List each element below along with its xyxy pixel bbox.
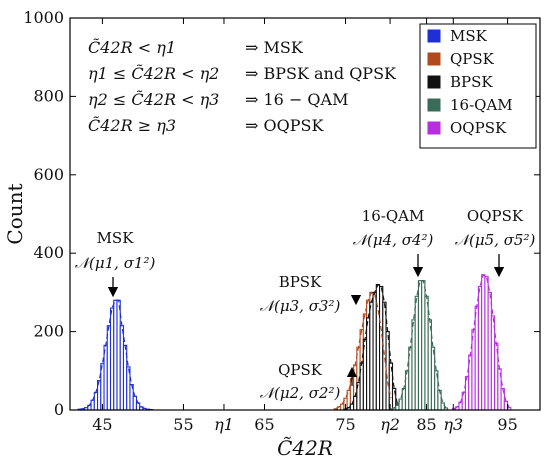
rule-result: ⇒ MSK xyxy=(245,38,304,57)
rule-condition: η1 ≤ C̃42R < η2 xyxy=(88,64,219,83)
fitted-curve xyxy=(453,273,510,410)
y-axis-label: Count xyxy=(3,183,27,244)
rule-condition: C̃42R < η1 xyxy=(88,38,176,57)
legend-label: 16-QAM xyxy=(450,96,513,114)
y-tick-label: 0 xyxy=(54,400,64,419)
legend: MSK QPSK BPSK 16-QAM OQPSK xyxy=(419,23,537,149)
axes-frame xyxy=(69,17,541,411)
rule-condition: η2 ≤ C̃42R < η3 xyxy=(88,90,219,109)
rule-result: ⇒ 16 − QAM xyxy=(245,90,348,109)
annotation-distribution: 𝒩(μ1, σ1²) xyxy=(75,254,156,272)
legend-label: OQPSK xyxy=(450,119,507,137)
x-tick-label: 65 xyxy=(254,415,274,434)
x-tick-label: 45 xyxy=(92,415,112,434)
annotation-name: BPSK xyxy=(279,273,322,291)
x-tick-label: 95 xyxy=(497,415,517,434)
x-tick-label: 85 xyxy=(416,415,436,434)
x-tick-label: η2 xyxy=(380,415,400,434)
x-axis-label: C̃42R xyxy=(277,436,333,460)
legend-swatch xyxy=(427,121,441,135)
annotation-name: MSK xyxy=(97,229,135,247)
legend-swatch xyxy=(427,29,441,43)
x-tick-label: 75 xyxy=(335,415,355,434)
legend-swatch xyxy=(427,98,441,112)
y-tick-label: 600 xyxy=(33,165,64,184)
legend-label: BPSK xyxy=(450,73,493,91)
y-tick-label: 800 xyxy=(33,86,64,105)
annotations: MSK 𝒩(μ1, σ1²) QPSK 𝒩(μ2, σ2²) BPSK 𝒩(μ3, σ3²… xyxy=(75,207,536,402)
annotation-name: QPSK xyxy=(278,361,323,379)
y-tick-label: 1000 xyxy=(23,8,64,27)
x-tick-label: η1 xyxy=(214,415,234,434)
x-tick-label: 55 xyxy=(173,415,193,434)
y-tick-label: 200 xyxy=(33,322,64,341)
x-tick-label: η3 xyxy=(443,415,463,434)
annotation-distribution: 𝒩(μ3, σ3²) xyxy=(260,297,341,315)
rule-result: ⇒ OQPSK xyxy=(245,116,324,135)
rule-result: ⇒ BPSK and QPSK xyxy=(245,64,397,83)
annotation-distribution: 𝒩(μ2, σ2²) xyxy=(260,384,341,402)
annotation-distribution: 𝒩(μ5, σ5²) xyxy=(455,231,536,249)
decision-rules: C̃42R < η1 ⇒ MSK η1 ≤ C̃42R < η2 ⇒ BPSK and… xyxy=(88,38,397,135)
annotation-distribution: 𝒩(μ4, σ4²) xyxy=(353,231,434,249)
legend-label: MSK xyxy=(450,27,488,45)
fitted-curve xyxy=(345,283,398,410)
legend-label: QPSK xyxy=(450,50,495,68)
y-tick-label: 400 xyxy=(33,243,64,262)
annotation-name: 16-QAM xyxy=(362,207,425,225)
legend-swatch xyxy=(427,52,441,66)
legend-swatch xyxy=(427,75,441,89)
axes: 0 200 400 600 800 1000 45 55 η1 65 75 η2 85 η3 95 C̃42R… xyxy=(3,8,541,460)
fitted-curve xyxy=(390,280,447,410)
annotation-name: OQPSK xyxy=(467,207,524,225)
rule-condition: C̃42R ≥ η3 xyxy=(88,116,176,135)
fitted-curves xyxy=(79,273,510,411)
